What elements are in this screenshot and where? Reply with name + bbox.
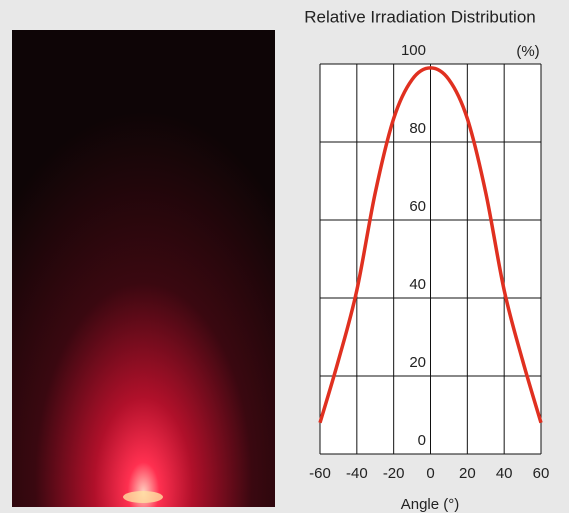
x-tick-label: 60 [533, 465, 550, 482]
led-chip [123, 491, 163, 503]
led-photo [12, 30, 275, 507]
chart: Relative Irradiation Distribution (%) An… [0, 0, 569, 513]
y-tick-label: 60 [409, 198, 426, 215]
x-tick-label: -40 [346, 465, 368, 482]
x-tick-label: -20 [383, 465, 405, 482]
y-tick-label: 20 [409, 354, 426, 371]
x-tick-label: 20 [459, 465, 476, 482]
y-tick-label: 40 [409, 276, 426, 293]
y-tick-label: 100 [401, 42, 426, 59]
x-axis-label: Angle (°) [401, 496, 460, 513]
page: Relative Irradiation Distribution (%) An… [0, 0, 569, 513]
y-unit: (%) [516, 43, 539, 60]
x-tick-label: 40 [496, 465, 513, 482]
x-tick-label: 0 [426, 465, 434, 482]
y-tick-label: 80 [409, 120, 426, 137]
y-tick-label: 0 [418, 432, 426, 449]
chart-title: Relative Irradiation Distribution [304, 7, 536, 26]
x-tick-label: -60 [309, 465, 331, 482]
